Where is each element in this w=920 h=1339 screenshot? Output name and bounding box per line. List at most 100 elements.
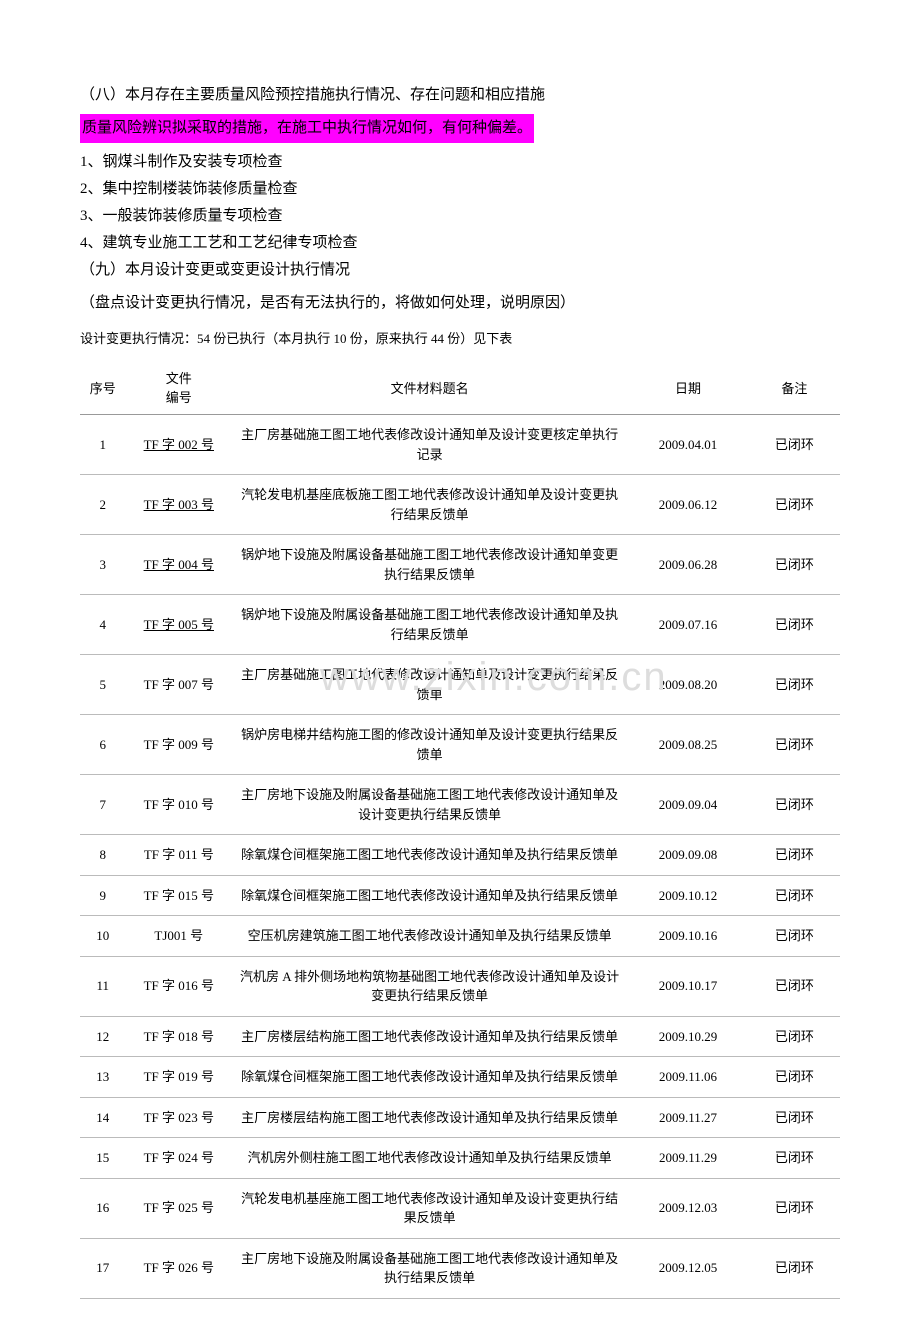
cell-note: 已闭环 <box>749 835 840 876</box>
cell-doc: TF 字 015 号 <box>126 875 232 916</box>
cell-date: 2009.10.17 <box>627 956 749 1016</box>
table-row: 8TF 字 011 号除氧煤仓间框架施工图工地代表修改设计通知单及执行结果反馈单… <box>80 835 840 876</box>
cell-title: 汽机房外侧柱施工图工地代表修改设计通知单及执行结果反馈单 <box>232 1138 627 1179</box>
cell-title: 锅炉地下设施及附属设备基础施工图工地代表修改设计通知单变更执行结果反馈单 <box>232 535 627 595</box>
table-row: 14TF 字 023 号主厂房楼层结构施工图工地代表修改设计通知单及执行结果反馈… <box>80 1097 840 1138</box>
cell-doc: TF 字 003 号 <box>126 475 232 535</box>
table-body: 1TF 字 002 号主厂房基础施工图工地代表修改设计通知单及设计变更核定单执行… <box>80 415 840 1299</box>
check-item: 2、集中控制楼装饰装修质量检查 <box>80 176 840 203</box>
cell-title: 主厂房基础施工图工地代表修改设计通知单及设计变更执行结果反馈单 <box>232 655 627 715</box>
cell-date: 2009.06.12 <box>627 475 749 535</box>
cell-seq: 3 <box>80 535 126 595</box>
table-row: 10TJ001 号空压机房建筑施工图工地代表修改设计通知单及执行结果反馈单200… <box>80 916 840 957</box>
cell-date: 2009.10.16 <box>627 916 749 957</box>
cell-note: 已闭环 <box>749 655 840 715</box>
cell-seq: 17 <box>80 1238 126 1298</box>
cell-doc: TF 字 016 号 <box>126 956 232 1016</box>
highlighted-note: 质量风险辨识拟采取的措施，在施工中执行情况如何，有何种偏差。 <box>80 114 840 149</box>
section-9-heading: （九）本月设计变更或变更设计执行情况 <box>80 257 840 284</box>
table-row: 6TF 字 009 号锅炉房电梯井结构施工图的修改设计通知单及设计变更执行结果反… <box>80 715 840 775</box>
cell-title: 汽轮发电机基座施工图工地代表修改设计通知单及设计变更执行结果反馈单 <box>232 1178 627 1238</box>
cell-doc: TF 字 010 号 <box>126 775 232 835</box>
cell-note: 已闭环 <box>749 1178 840 1238</box>
cell-seq: 8 <box>80 835 126 876</box>
cell-doc: TF 字 025 号 <box>126 1178 232 1238</box>
table-row: 7TF 字 010 号主厂房地下设施及附属设备基础施工图工地代表修改设计通知单及… <box>80 775 840 835</box>
cell-doc: TJ001 号 <box>126 916 232 957</box>
cell-title: 锅炉地下设施及附属设备基础施工图工地代表修改设计通知单及执行结果反馈单 <box>232 595 627 655</box>
check-item: 1、钢煤斗制作及安装专项检查 <box>80 149 840 176</box>
col-header-doc: 文件编号 <box>126 360 232 415</box>
cell-doc: TF 字 011 号 <box>126 835 232 876</box>
cell-date: 2009.07.16 <box>627 595 749 655</box>
table-row: 3TF 字 004 号锅炉地下设施及附属设备基础施工图工地代表修改设计通知单变更… <box>80 535 840 595</box>
cell-seq: 10 <box>80 916 126 957</box>
execution-summary: 设计变更执行情况：54 份已执行（本月执行 10 份，原来执行 44 份）见下表 <box>80 326 840 352</box>
check-item: 3、一般装饰装修质量专项检查 <box>80 203 840 230</box>
table-row: 12TF 字 018 号主厂房楼层结构施工图工地代表修改设计通知单及执行结果反馈… <box>80 1016 840 1057</box>
cell-title: 空压机房建筑施工图工地代表修改设计通知单及执行结果反馈单 <box>232 916 627 957</box>
cell-note: 已闭环 <box>749 595 840 655</box>
cell-date: 2009.08.20 <box>627 655 749 715</box>
cell-doc: TF 字 026 号 <box>126 1238 232 1298</box>
table-row: 16TF 字 025 号汽轮发电机基座施工图工地代表修改设计通知单及设计变更执行… <box>80 1178 840 1238</box>
cell-seq: 6 <box>80 715 126 775</box>
cell-date: 2009.08.25 <box>627 715 749 775</box>
cell-title: 锅炉房电梯井结构施工图的修改设计通知单及设计变更执行结果反馈单 <box>232 715 627 775</box>
cell-note: 已闭环 <box>749 715 840 775</box>
table-row: 4TF 字 005 号锅炉地下设施及附属设备基础施工图工地代表修改设计通知单及执… <box>80 595 840 655</box>
table-row: 17TF 字 026 号主厂房地下设施及附属设备基础施工图工地代表修改设计通知单… <box>80 1238 840 1298</box>
cell-note: 已闭环 <box>749 535 840 595</box>
cell-note: 已闭环 <box>749 415 840 475</box>
table-row: 9TF 字 015 号除氧煤仓间框架施工图工地代表修改设计通知单及执行结果反馈单… <box>80 875 840 916</box>
cell-note: 已闭环 <box>749 1097 840 1138</box>
cell-note: 已闭环 <box>749 1138 840 1179</box>
cell-doc: TF 字 019 号 <box>126 1057 232 1098</box>
table-header-row: 序号 文件编号 文件材料题名 日期 备注 <box>80 360 840 415</box>
cell-date: 2009.12.05 <box>627 1238 749 1298</box>
check-item: 4、建筑专业施工工艺和工艺纪律专项检查 <box>80 230 840 257</box>
cell-seq: 4 <box>80 595 126 655</box>
cell-note: 已闭环 <box>749 916 840 957</box>
cell-title: 主厂房楼层结构施工图工地代表修改设计通知单及执行结果反馈单 <box>232 1016 627 1057</box>
cell-seq: 7 <box>80 775 126 835</box>
design-review-note: （盘点设计变更执行情况，是否有无法执行的，将做如何处理，说明原因） <box>80 288 840 318</box>
cell-doc: TF 字 002 号 <box>126 415 232 475</box>
design-change-table: 序号 文件编号 文件材料题名 日期 备注 1TF 字 002 号主厂房基础施工图… <box>80 360 840 1299</box>
table-row: 13TF 字 019 号除氧煤仓间框架施工图工地代表修改设计通知单及执行结果反馈… <box>80 1057 840 1098</box>
cell-doc: TF 字 007 号 <box>126 655 232 715</box>
col-header-date: 日期 <box>627 360 749 415</box>
cell-date: 2009.11.29 <box>627 1138 749 1179</box>
cell-title: 主厂房楼层结构施工图工地代表修改设计通知单及执行结果反馈单 <box>232 1097 627 1138</box>
highlighted-text: 质量风险辨识拟采取的措施，在施工中执行情况如何，有何种偏差。 <box>80 114 534 143</box>
cell-seq: 15 <box>80 1138 126 1179</box>
cell-seq: 1 <box>80 415 126 475</box>
col-header-note: 备注 <box>749 360 840 415</box>
cell-note: 已闭环 <box>749 1057 840 1098</box>
cell-date: 2009.11.06 <box>627 1057 749 1098</box>
cell-doc: TF 字 023 号 <box>126 1097 232 1138</box>
cell-note: 已闭环 <box>749 875 840 916</box>
cell-title: 除氧煤仓间框架施工图工地代表修改设计通知单及执行结果反馈单 <box>232 875 627 916</box>
cell-title: 汽机房 A 排外侧场地构筑物基础图工地代表修改设计通知单及设计变更执行结果反馈单 <box>232 956 627 1016</box>
cell-doc: TF 字 005 号 <box>126 595 232 655</box>
cell-date: 2009.10.12 <box>627 875 749 916</box>
cell-date: 2009.09.08 <box>627 835 749 876</box>
table-row: 5TF 字 007 号主厂房基础施工图工地代表修改设计通知单及设计变更执行结果反… <box>80 655 840 715</box>
cell-title: 汽轮发电机基座底板施工图工地代表修改设计通知单及设计变更执行结果反馈单 <box>232 475 627 535</box>
cell-seq: 2 <box>80 475 126 535</box>
col-header-title: 文件材料题名 <box>232 360 627 415</box>
table-row: 2TF 字 003 号汽轮发电机基座底板施工图工地代表修改设计通知单及设计变更执… <box>80 475 840 535</box>
cell-date: 2009.10.29 <box>627 1016 749 1057</box>
col-header-seq: 序号 <box>80 360 126 415</box>
cell-note: 已闭环 <box>749 475 840 535</box>
cell-note: 已闭环 <box>749 1238 840 1298</box>
cell-date: 2009.06.28 <box>627 535 749 595</box>
cell-note: 已闭环 <box>749 1016 840 1057</box>
cell-title: 主厂房地下设施及附属设备基础施工图工地代表修改设计通知单及执行结果反馈单 <box>232 1238 627 1298</box>
check-items-list: 1、钢煤斗制作及安装专项检查2、集中控制楼装饰装修质量检查3、一般装饰装修质量专… <box>80 149 840 257</box>
cell-note: 已闭环 <box>749 775 840 835</box>
cell-seq: 12 <box>80 1016 126 1057</box>
cell-seq: 16 <box>80 1178 126 1238</box>
cell-title: 主厂房地下设施及附属设备基础施工图工地代表修改设计通知单及设计变更执行结果反馈单 <box>232 775 627 835</box>
